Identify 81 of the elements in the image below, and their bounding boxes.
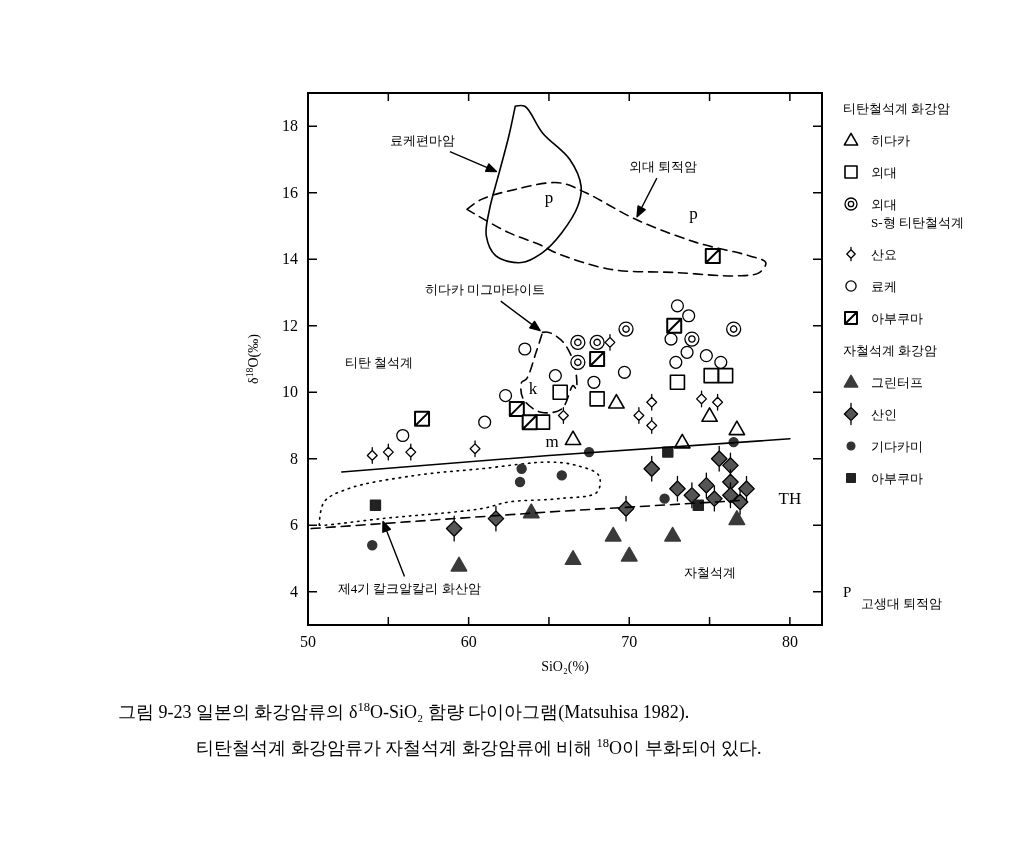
point	[704, 247, 721, 264]
annotation: 외대 퇴적암	[628, 159, 698, 175]
point	[659, 493, 670, 504]
point	[646, 417, 658, 434]
legend-label: 산요	[871, 247, 897, 262]
point	[478, 415, 492, 429]
y-tick-label: 16	[282, 183, 298, 201]
point	[414, 410, 431, 427]
annotation: k	[528, 378, 538, 398]
text: 티탄철석계 화강암	[843, 101, 951, 116]
point	[589, 351, 606, 367]
y-tick-label: 6	[290, 516, 298, 534]
y-tick-label: 8	[290, 449, 298, 467]
caption: 그림 9-23 일본의 화강암류의 δ$^{18}$O-SiO₂ 함량 다이아그램(Matsuhisa 1982). 티탄철석계 화강암류가 자철석계 화강암류에 비해 $^{18}$O이 부화되어 있다.	[118, 700, 762, 758]
point	[728, 510, 746, 526]
annotation: p	[689, 204, 698, 224]
legend-label: 외대 S-형 티탄철석계	[871, 197, 964, 230]
x-tick-label: 60	[460, 633, 477, 650]
point	[548, 369, 562, 383]
point	[664, 332, 678, 346]
point	[714, 355, 728, 369]
annotation: m	[545, 432, 559, 452]
y-tick-label: 18	[282, 117, 298, 135]
point	[521, 414, 538, 431]
annotation: 자철석계	[683, 564, 736, 580]
point	[666, 317, 683, 334]
text: 고생대 퇴적암	[861, 595, 943, 611]
point	[564, 550, 582, 566]
point	[367, 540, 378, 551]
x-tick-label: 80	[781, 633, 798, 650]
point	[516, 463, 527, 474]
point	[450, 556, 468, 572]
legend-label: 히다카	[871, 133, 910, 148]
legend-label: 아부쿠마	[871, 311, 923, 326]
point	[620, 546, 638, 562]
point	[498, 388, 513, 403]
annotation: TH	[778, 488, 802, 508]
point	[728, 420, 746, 436]
point	[617, 365, 632, 379]
point	[701, 407, 719, 423]
annotation: 히다카 미그마타이트	[424, 282, 545, 298]
annotation: p	[544, 187, 554, 207]
point	[396, 428, 410, 443]
point	[695, 390, 708, 408]
annotation: 티탄 철석계	[344, 355, 413, 371]
annotation: 료케편마암	[389, 132, 455, 148]
point	[670, 299, 685, 313]
point	[703, 367, 719, 384]
point	[564, 430, 582, 446]
point	[682, 309, 696, 323]
point	[669, 355, 683, 369]
legend-label: 외대	[871, 165, 897, 180]
legend-label: 기다카미	[871, 439, 923, 454]
x-tick-label: 70	[621, 633, 638, 650]
point	[514, 476, 526, 488]
point	[607, 393, 625, 409]
point	[556, 470, 567, 481]
annotation: 제4기 칼크알칼리 화산암	[337, 581, 481, 597]
point	[669, 374, 686, 391]
point	[699, 349, 713, 363]
point	[522, 503, 540, 519]
point	[508, 400, 525, 417]
text: 자철석계 화강암	[843, 343, 938, 358]
point	[369, 499, 382, 511]
legend-label: 산인	[871, 407, 897, 422]
point	[587, 375, 601, 389]
point	[518, 342, 532, 356]
y-tick-label: 4	[290, 582, 298, 600]
point	[680, 345, 694, 359]
y-tick-label: 12	[282, 316, 298, 334]
y-tick-label: 14	[282, 250, 298, 268]
x-tick-label: 50	[300, 633, 316, 650]
legend-label: 료케	[871, 279, 897, 294]
point	[664, 526, 682, 542]
legend-label: 아부쿠마	[871, 471, 923, 486]
text: P	[843, 583, 852, 600]
legend-label: 그린터프	[871, 375, 923, 390]
point	[604, 526, 622, 542]
point	[717, 367, 734, 384]
y-tick-label: 10	[282, 383, 298, 401]
x-axis-title: SiO₂(%)	[541, 659, 590, 675]
